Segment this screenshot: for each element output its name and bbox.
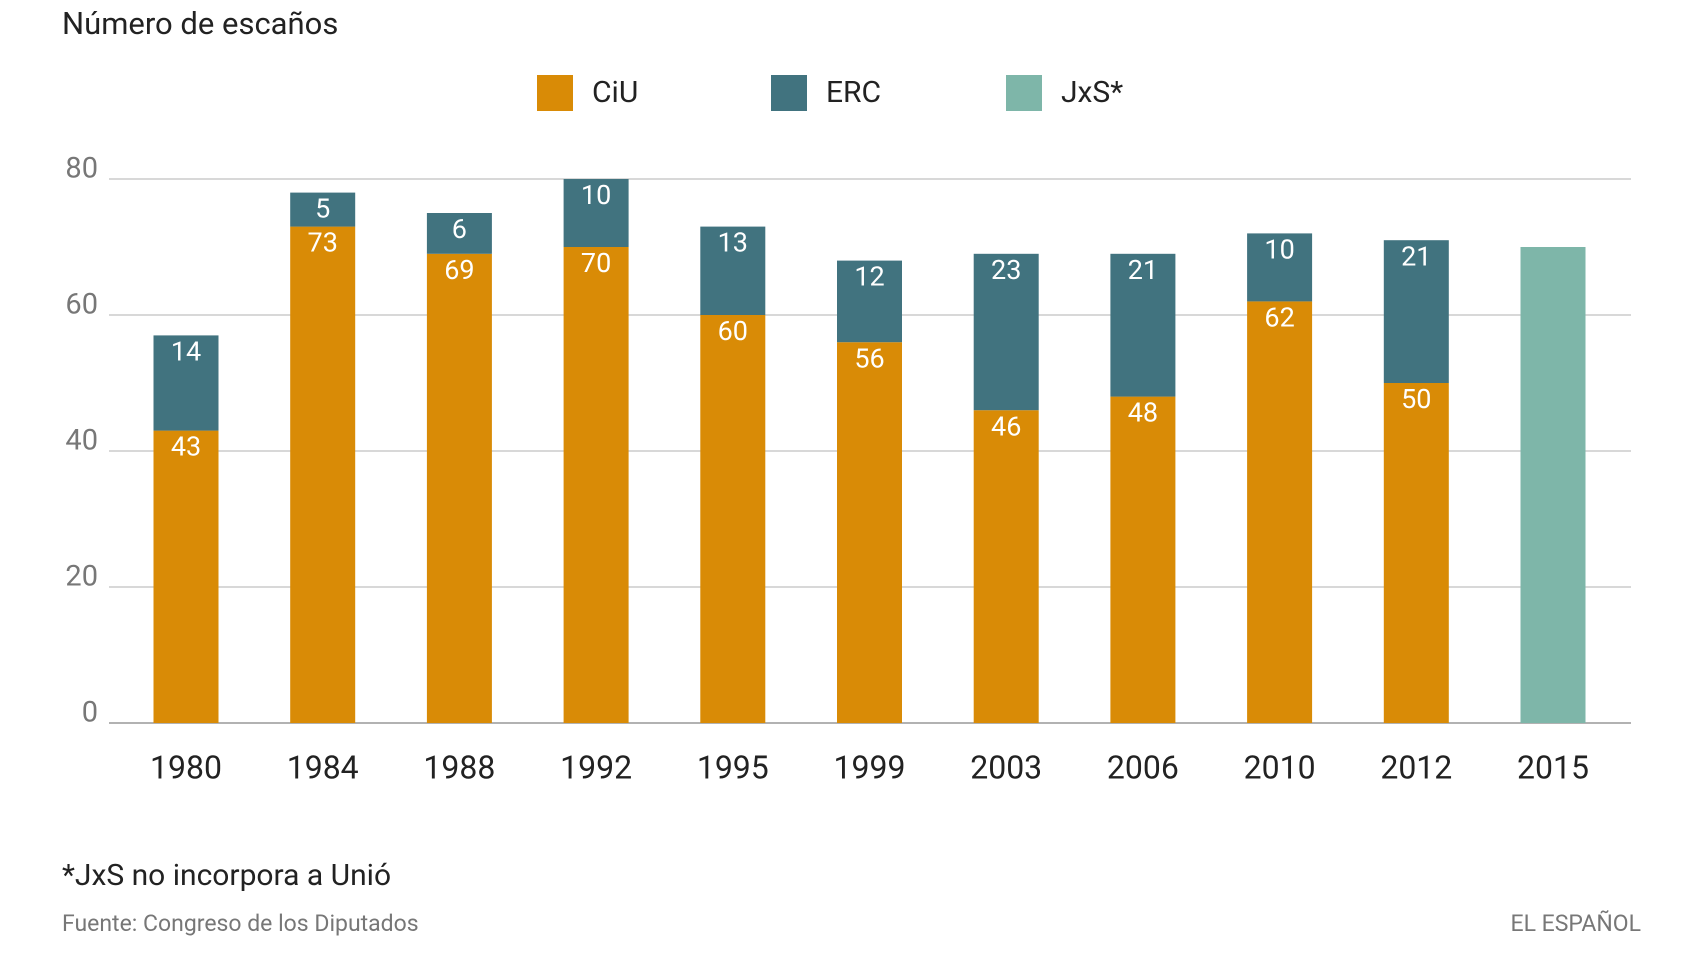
data-label: 13 [718, 227, 748, 259]
footnote: *JxS no incorpora a Unió [62, 858, 391, 893]
data-label: 43 [171, 431, 201, 463]
bar-segment [1383, 383, 1449, 723]
data-label: 60 [718, 315, 748, 347]
data-label: 69 [444, 254, 474, 286]
data-label: 12 [854, 261, 884, 293]
bar-segment [426, 213, 492, 254]
bar-segment [837, 260, 902, 343]
bar-segment [153, 335, 219, 431]
legend-swatch [1006, 75, 1042, 111]
data-label: 62 [1264, 302, 1294, 334]
bar-segment [290, 226, 356, 723]
bar-segment [426, 253, 492, 724]
data-label: 21 [1401, 240, 1431, 272]
data-label: 21 [1128, 254, 1158, 286]
legend-label: CiU [592, 75, 638, 110]
legend-label: ERC [826, 75, 881, 110]
bar-segment [700, 226, 766, 315]
data-label: 5 [315, 193, 330, 225]
y-tick-label: 0 [82, 696, 98, 730]
x-tick-label: 1995 [697, 748, 769, 786]
bar-segment [563, 247, 629, 723]
data-label: 46 [991, 410, 1021, 442]
bar-segment [1110, 396, 1176, 723]
bar-segment [973, 410, 1039, 723]
data-label: 70 [581, 247, 611, 279]
x-tick-label: 2006 [1107, 748, 1179, 786]
data-label: 14 [171, 336, 201, 368]
data-label: 73 [308, 227, 338, 259]
legend-label: JxS* [1061, 75, 1123, 110]
bar-segment [973, 253, 1039, 411]
y-tick-label: 60 [65, 288, 98, 322]
source: Fuente: Congreso de los Diputados [62, 910, 419, 937]
data-label: 50 [1401, 383, 1431, 415]
x-tick-label: 2012 [1380, 748, 1452, 786]
data-label: 10 [581, 179, 611, 211]
bar-segment [290, 192, 356, 227]
x-tick-label: 1984 [287, 748, 359, 786]
x-tick-label: 2010 [1244, 748, 1316, 786]
bar-segment [837, 342, 902, 723]
bar-segment [1110, 253, 1176, 397]
y-tick-label: 40 [65, 424, 98, 458]
bar-segment [1383, 240, 1449, 383]
x-tick-label: 1980 [150, 748, 222, 786]
legend-swatch [537, 75, 573, 111]
x-tick-label: 2015 [1517, 748, 1589, 786]
x-tick-label: 1988 [423, 748, 495, 786]
bar-segment [1520, 247, 1586, 723]
data-label: 6 [452, 213, 467, 245]
data-label: 56 [854, 342, 884, 374]
data-label: 23 [991, 254, 1021, 286]
data-label: 10 [1264, 234, 1294, 266]
bar-segment [153, 430, 219, 723]
x-tick-label: 2003 [970, 748, 1042, 786]
bar-segment [1247, 301, 1313, 723]
credit: EL ESPAÑOL [1511, 909, 1641, 937]
y-tick-label: 80 [65, 152, 98, 186]
x-tick-label: 1999 [834, 748, 906, 786]
x-tick-label: 1992 [560, 748, 632, 786]
bar-segment [700, 315, 766, 723]
legend-swatch [771, 75, 807, 111]
y-tick-label: 20 [65, 560, 98, 594]
chart-title: Número de escaños [62, 5, 338, 42]
bar-segment [1247, 233, 1313, 302]
data-label: 48 [1128, 397, 1158, 429]
bar-segment [563, 179, 629, 247]
